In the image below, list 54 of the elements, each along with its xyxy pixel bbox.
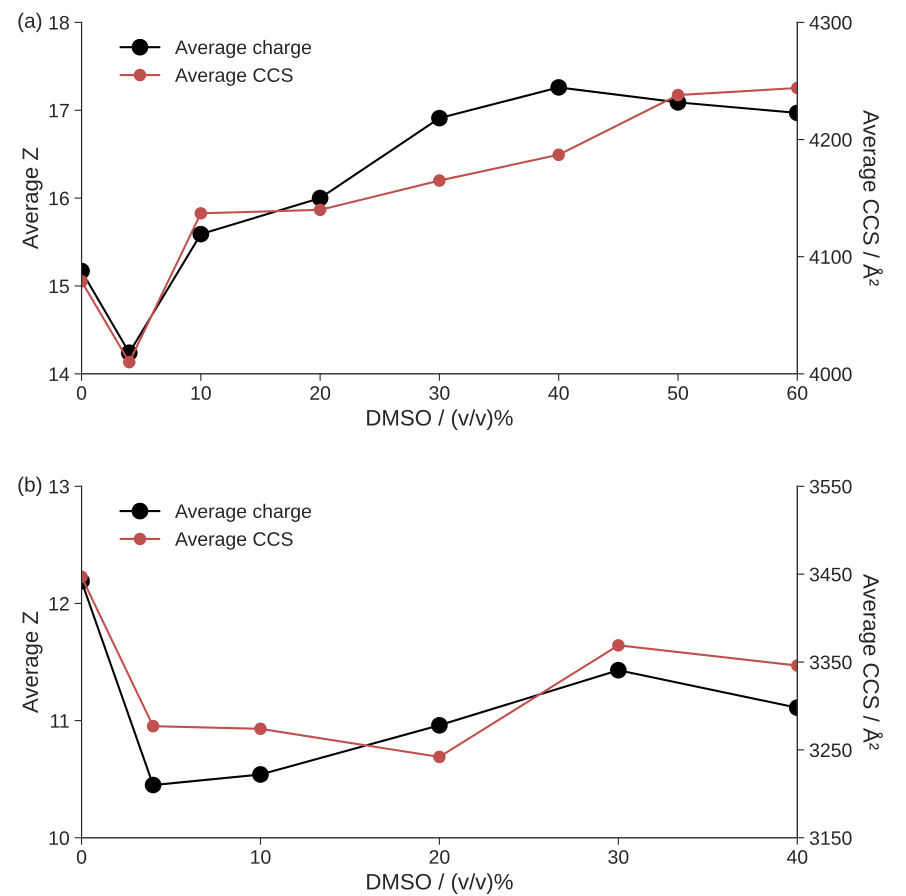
point xyxy=(433,174,446,187)
y2-tick-label: 3450 xyxy=(810,568,852,582)
point xyxy=(123,356,136,368)
y2-tick-label: 3350 xyxy=(810,656,852,670)
y-tick-label: 11 xyxy=(51,714,69,728)
y-tick-label: 18 xyxy=(50,16,69,30)
x-tick-label: 40 xyxy=(786,850,808,864)
x-tick-label: 30 xyxy=(429,386,450,400)
y-tick-label: 13 xyxy=(50,480,69,494)
y-axis-title: Average Z xyxy=(22,612,43,714)
y-tick-label: 15 xyxy=(50,280,69,294)
point xyxy=(254,722,267,736)
x-tick-label: 60 xyxy=(787,386,808,400)
point xyxy=(552,148,565,162)
x-tick-label: 10 xyxy=(251,850,271,864)
y2-tick-label: 4300 xyxy=(810,16,852,30)
y2-tick-label: 3150 xyxy=(810,831,852,845)
legend-label: Average charge xyxy=(174,504,312,522)
y-tick-label: 14 xyxy=(50,368,70,381)
point xyxy=(672,88,684,102)
x-tick-label: 0 xyxy=(76,386,86,400)
legend-label: Average charge xyxy=(174,40,312,58)
y-tick-label: 16 xyxy=(50,192,69,206)
point xyxy=(192,226,210,242)
y2-tick-label: 4100 xyxy=(810,250,852,264)
x-tick-label: 20 xyxy=(430,850,450,864)
point xyxy=(314,204,326,216)
x-tick-label: 20 xyxy=(310,386,330,400)
x-tick-label: 50 xyxy=(668,386,688,400)
x-tick-label: 40 xyxy=(548,386,569,400)
point xyxy=(194,207,208,220)
x-axis-title: DMSO / (v/v)% xyxy=(367,873,513,894)
point xyxy=(433,750,446,764)
y-tick-label: 10 xyxy=(50,831,69,845)
x-axis-title: DMSO / (v/v)% xyxy=(367,409,513,430)
point xyxy=(550,79,568,96)
y2-tick-label: 4000 xyxy=(810,367,852,382)
y2-axis-title: Average CCS / Å² xyxy=(858,110,883,286)
y2-tick-label: 3250 xyxy=(810,743,852,758)
text: (a) xyxy=(18,12,42,32)
y-axis-title: Average Z xyxy=(22,148,43,250)
y-tick-label: 12 xyxy=(50,596,69,611)
x-tick-label: 10 xyxy=(192,386,211,400)
point xyxy=(431,110,448,127)
y2-axis-title: Average CCS / Å² xyxy=(858,574,883,750)
y-tick-label: 17 xyxy=(50,104,69,118)
x-tick-label: 0 xyxy=(76,850,86,864)
y2-tick-label: 4200 xyxy=(810,133,852,147)
x-tick-label: 30 xyxy=(608,850,628,864)
legend-label: Average CCS xyxy=(174,68,293,86)
y2-tick-label: 3550 xyxy=(810,480,852,494)
text: (b) xyxy=(18,476,42,496)
legend-label: Average CCS xyxy=(174,532,293,550)
point xyxy=(312,190,328,206)
